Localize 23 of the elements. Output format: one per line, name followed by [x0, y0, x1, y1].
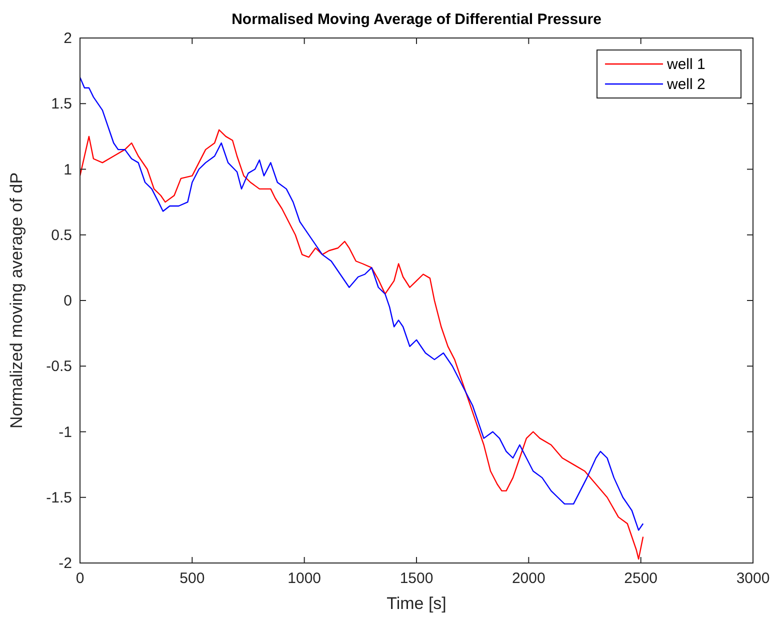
line-series: [79, 76, 644, 531]
legend-label: well 2: [666, 76, 706, 93]
y-tick-label: 0: [64, 292, 72, 310]
chart-title: Normalised Moving Average of Differential Pressure: [232, 11, 602, 28]
line-series: [79, 129, 644, 560]
y-tick-label: -1: [58, 424, 72, 441]
y-axis-title: Normalized moving average of dP: [7, 172, 26, 429]
y-tick-label: 1.5: [51, 96, 72, 113]
x-tick-label: 2500: [624, 570, 658, 587]
x-tick-label: 3000: [736, 570, 770, 587]
y-tick-label: -2: [58, 555, 72, 572]
x-tick-label: 500: [180, 570, 205, 587]
y-tick-label: 2: [64, 30, 72, 47]
x-tick-label: 2000: [512, 570, 546, 587]
x-tick-label: 0: [76, 570, 84, 587]
legend-label: well 1: [666, 56, 706, 73]
x-tick-label: 1500: [400, 570, 434, 587]
y-tick-label: 1: [64, 161, 72, 178]
y-tick-label: 0.5: [51, 226, 72, 244]
x-axis-title: Time [s]: [386, 594, 446, 613]
y-tick-label: -1.5: [46, 489, 72, 506]
x-tick-label: 1000: [288, 570, 322, 587]
y-tick-label: -0.5: [46, 358, 72, 376]
